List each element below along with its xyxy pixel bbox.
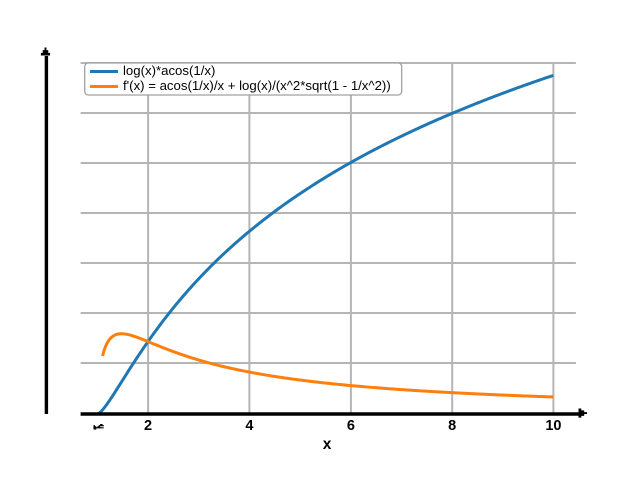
svg-text:4: 4 xyxy=(245,418,253,434)
svg-text:2: 2 xyxy=(144,418,152,434)
svg-text:f'(x) = acos(1/x)/x + log(x)/(: f'(x) = acos(1/x)/x + log(x)/(x^2*sqrt(1… xyxy=(123,78,391,93)
svg-text:8: 8 xyxy=(448,418,456,434)
svg-text:10: 10 xyxy=(545,418,561,434)
svg-text:log(x)*acos(1/x): log(x)*acos(1/x) xyxy=(123,63,215,78)
svg-text:x: x xyxy=(323,436,332,453)
svg-text:6: 6 xyxy=(347,418,355,434)
